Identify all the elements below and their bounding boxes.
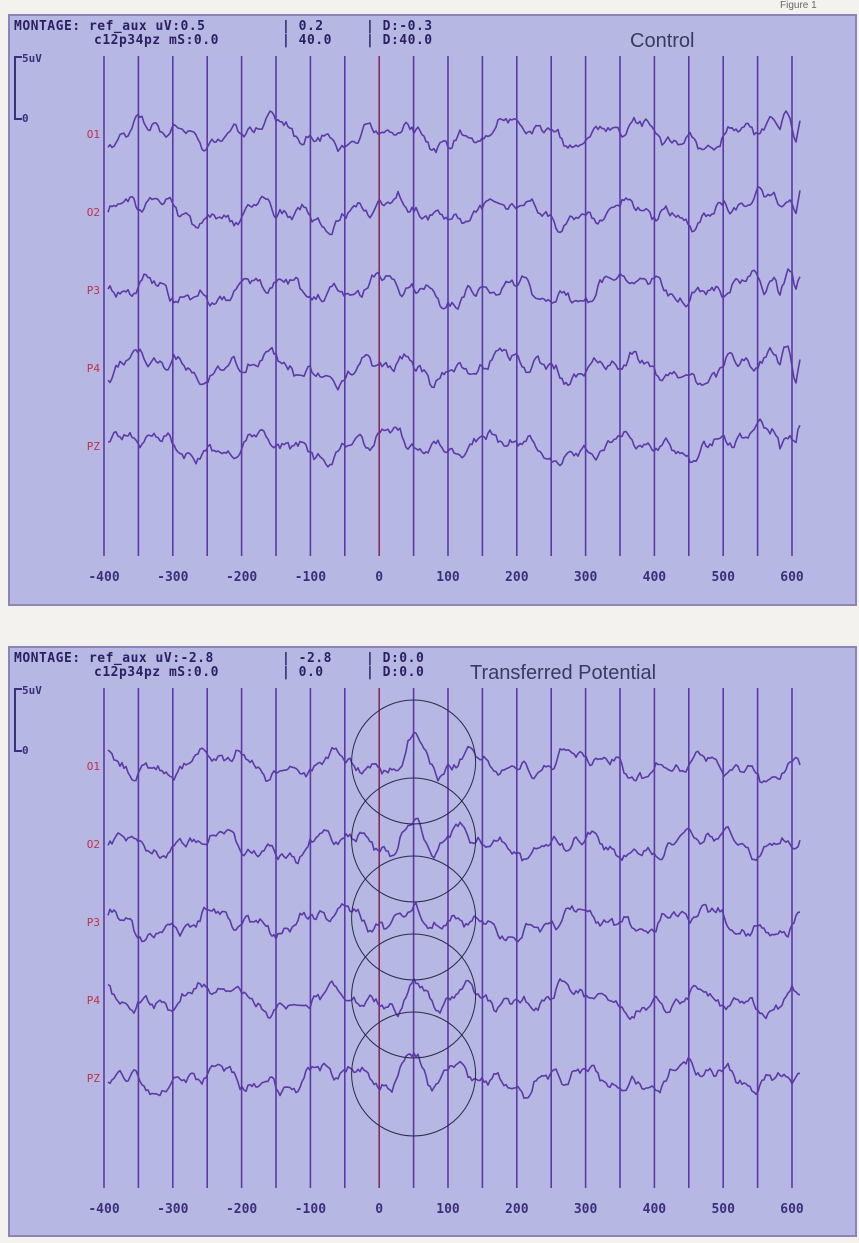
x-tick-label: -300	[157, 570, 188, 585]
scale-top-label: 5uV	[22, 684, 42, 697]
trace-p4	[107, 345, 801, 391]
eeg-panel-control: MONTAGE: ref_aux uV:0.5 c12p34pz mS:0.0 …	[8, 14, 857, 606]
x-tick-label: 300	[574, 570, 598, 585]
header-line1-right: D:-0.3	[382, 19, 433, 34]
channel-label: P3	[87, 284, 100, 297]
trace-o1	[107, 110, 801, 154]
channel-label: O1	[87, 760, 100, 773]
trace-p3	[107, 902, 801, 943]
scale-bar	[14, 688, 22, 752]
scale-bottom-label: 0	[22, 112, 29, 125]
header-line1-mid: 0.2	[298, 19, 324, 34]
scale-top-label: 5uV	[22, 52, 42, 65]
channel-label: P4	[87, 362, 101, 375]
eeg-plot-control: -400 -300 -200 -100 0 100 200 300 400 500 600 O1 O2 P…	[87, 56, 804, 585]
response-circle	[351, 699, 477, 825]
x-tick-label: -400	[88, 1202, 119, 1217]
montage-header-right: | D:0.0 | D:0.0	[366, 651, 425, 680]
header-line2-right: D:0.0	[382, 665, 425, 680]
figure-label: Figure 1	[780, 0, 817, 11]
scale-bar	[14, 56, 22, 120]
x-tick-label: 200	[505, 570, 529, 585]
montage-header-left: MONTAGE: ref_aux uV:-2.8 c12p34pz mS:0.0	[14, 652, 219, 680]
header-line2-right: D:40.0	[382, 33, 433, 48]
panel-title: Control	[630, 30, 695, 52]
x-tick-label: 600	[780, 1202, 804, 1217]
response-circle	[351, 1011, 477, 1137]
x-tick-label: -300	[157, 1202, 188, 1217]
montage-header-mid: | 0.2 | 40.0	[282, 19, 332, 48]
montage-header-left: MONTAGE: ref_aux uV:0.5 c12p34pz mS:0.0	[14, 20, 219, 48]
channel-label: PZ	[87, 440, 101, 453]
response-circle	[351, 855, 477, 981]
header-line2-left: c12p34pz mS:0.0	[94, 665, 219, 680]
x-tick-label: 500	[711, 570, 735, 585]
x-tick-label: -200	[226, 1202, 257, 1217]
x-tick-label: 0	[375, 1202, 383, 1217]
channel-label: O2	[87, 206, 100, 219]
scale-bottom-label: 0	[22, 744, 29, 757]
header-line2-left: c12p34pz mS:0.0	[94, 33, 219, 48]
x-tick-label: 100	[436, 1202, 460, 1217]
panel-title: Transferred Potential	[470, 662, 657, 684]
header-line1-left: MONTAGE: ref_aux uV:0.5	[14, 19, 206, 34]
response-circle	[351, 777, 477, 903]
trace-o1	[107, 731, 801, 784]
x-tick-label: 400	[643, 1202, 667, 1217]
channel-label: O1	[87, 128, 100, 141]
montage-header-mid: | -2.8 | 0.0	[282, 651, 332, 680]
response-circle	[351, 933, 477, 1059]
x-tick-label: 200	[505, 1202, 529, 1217]
x-tick-label: 400	[643, 570, 667, 585]
trace-pz	[107, 418, 801, 468]
montage-header-right: | D:-0.3 | D:40.0	[366, 19, 433, 48]
x-tick-label: 600	[780, 570, 804, 585]
channel-label: PZ	[87, 1072, 101, 1085]
x-tick-label: -100	[295, 1202, 326, 1217]
header-line2-mid: 40.0	[298, 33, 332, 48]
x-tick-label: 300	[574, 1202, 598, 1217]
channel-label: P3	[87, 916, 100, 929]
x-tick-label: 100	[436, 570, 460, 585]
x-tick-label: -200	[226, 570, 257, 585]
x-tick-label: 0	[375, 570, 383, 585]
header-line1-mid: -2.8	[298, 651, 332, 666]
channel-label: O2	[87, 838, 100, 851]
eeg-plot-transferred: -400 -300 -200 -100 0 100 200 300 400 500 600 O1 O2 P…	[87, 688, 804, 1217]
header-line2-mid: 0.0	[298, 665, 324, 680]
eeg-panel-transferred: MONTAGE: ref_aux uV:-2.8 c12p34pz mS:0.0…	[8, 646, 857, 1237]
x-tick-label: -400	[88, 570, 119, 585]
x-tick-label: 500	[711, 1202, 735, 1217]
header-line1-right: D:0.0	[382, 651, 425, 666]
trace-o2	[107, 817, 801, 865]
trace-p4	[107, 977, 801, 1021]
channel-label: P4	[87, 994, 101, 1007]
trace-pz	[107, 1052, 800, 1100]
trace-o2	[107, 185, 801, 236]
trace-p3	[107, 268, 801, 310]
x-tick-label: -100	[295, 570, 326, 585]
header-line1-left: MONTAGE: ref_aux uV:-2.8	[14, 651, 214, 666]
